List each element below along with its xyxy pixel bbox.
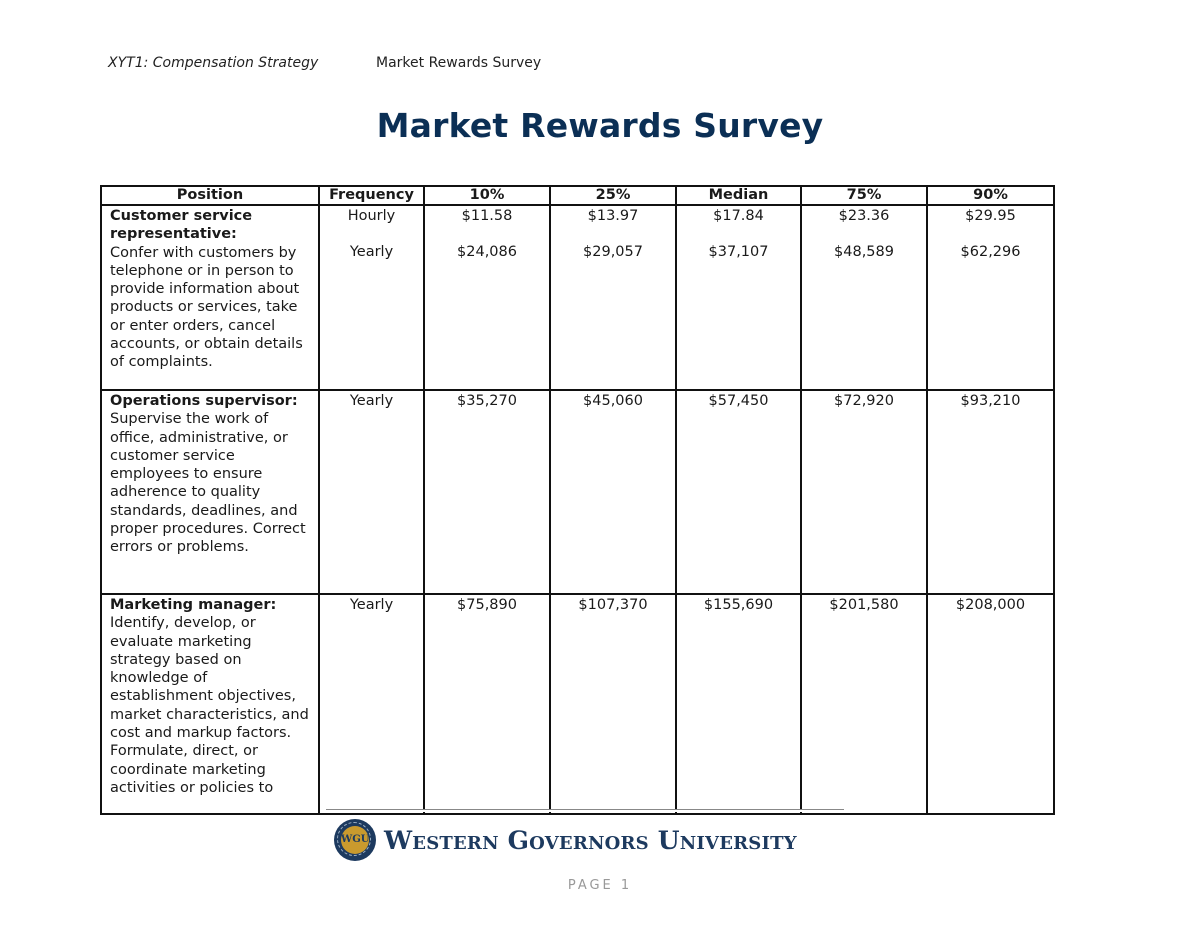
median-cell: $17.84 $37,107 xyxy=(675,204,802,391)
value-yearly: $37,107 xyxy=(708,244,769,261)
frequency-hourly: Hourly xyxy=(347,208,396,224)
market-rewards-table: Position Frequency 10% 25% Median 75% 90… xyxy=(100,185,1055,815)
frequency-yearly: Yearly xyxy=(349,244,394,261)
frequency-cell: Hourly Yearly xyxy=(318,204,425,391)
position-description: Supervise the work of office, administra… xyxy=(110,411,306,556)
value-yearly: $48,589 xyxy=(834,244,894,261)
table-bottom-border-break xyxy=(326,809,844,812)
position-title: Customer service representative: xyxy=(110,208,253,243)
table-row: Marketing manager: Identify, develop, or… xyxy=(100,593,1055,815)
p10-cell: $35,270 xyxy=(423,389,551,595)
p75-cell: $23.36 $48,589 xyxy=(800,204,928,391)
document-name: Market Rewards Survey xyxy=(376,55,542,71)
page-title: Market Rewards Survey xyxy=(376,106,824,145)
value-yearly: $62,296 xyxy=(960,244,1021,261)
running-header: XYT1: Compensation Strategy Market Rewar… xyxy=(108,55,541,71)
course-name: XYT1: Compensation Strategy xyxy=(108,55,319,71)
position-cell: Operations supervisor: Supervise the wor… xyxy=(100,389,320,595)
value-hourly: $13.97 xyxy=(587,208,639,224)
position-description: Confer with customers by telephone or in… xyxy=(110,244,303,371)
column-header-25: 25% xyxy=(549,185,677,206)
column-header-75: 75% xyxy=(800,185,928,206)
page-number: PAGE 1 xyxy=(567,878,633,893)
value-yearly: $29,057 xyxy=(583,244,643,261)
p75-cell: $72,920 xyxy=(800,389,928,595)
column-header-90: 90% xyxy=(926,185,1055,206)
p90-cell: $93,210 xyxy=(926,389,1055,595)
column-header-10: 10% xyxy=(423,185,551,206)
column-header-position: Position xyxy=(100,185,320,206)
p90-cell: $29.95 $62,296 xyxy=(926,204,1055,391)
column-header-frequency: Frequency xyxy=(318,185,425,206)
position-cell: Marketing manager: Identify, develop, or… xyxy=(100,593,320,815)
frequency-cell: Yearly xyxy=(318,593,425,815)
university-seal-icon: WGU xyxy=(334,819,376,861)
p90-cell: $208,000 xyxy=(926,593,1055,815)
value-hourly: $29.95 xyxy=(965,208,1016,224)
p10-cell: $75,890 xyxy=(423,593,551,815)
seal-monogram: WGU xyxy=(341,826,370,854)
table-header-row: Position Frequency 10% 25% Median 75% 90… xyxy=(100,185,1055,206)
seal-ring xyxy=(337,822,371,856)
value-hourly: $23.36 xyxy=(838,208,890,224)
median-cell: $57,450 xyxy=(675,389,802,595)
p25-cell: $13.97 $29,057 xyxy=(549,204,677,391)
position-description: Identify, develop, or evaluate marketing… xyxy=(110,615,309,796)
university-wordmark: Western Governors University xyxy=(384,825,797,855)
column-header-median: Median xyxy=(675,185,802,206)
table-row: Customer service representative: Confer … xyxy=(100,204,1055,391)
wgu-logo: WGU Western Governors University xyxy=(334,818,797,862)
p10-cell: $11.58 $24,086 xyxy=(423,204,551,391)
position-cell: Customer service representative: Confer … xyxy=(100,204,320,391)
p25-cell: $107,370 xyxy=(549,593,677,815)
value-hourly: $17.84 xyxy=(713,208,764,224)
value-yearly: $24,086 xyxy=(457,244,517,261)
p25-cell: $45,060 xyxy=(549,389,677,595)
table-row: Operations supervisor: Supervise the wor… xyxy=(100,389,1055,595)
position-title: Marketing manager: xyxy=(110,597,277,613)
frequency-cell: Yearly xyxy=(318,389,425,595)
position-title: Operations supervisor: xyxy=(110,393,298,409)
value-hourly: $11.58 xyxy=(461,208,513,224)
median-cell: $155,690 xyxy=(675,593,802,815)
p75-cell: $201,580 xyxy=(800,593,928,815)
